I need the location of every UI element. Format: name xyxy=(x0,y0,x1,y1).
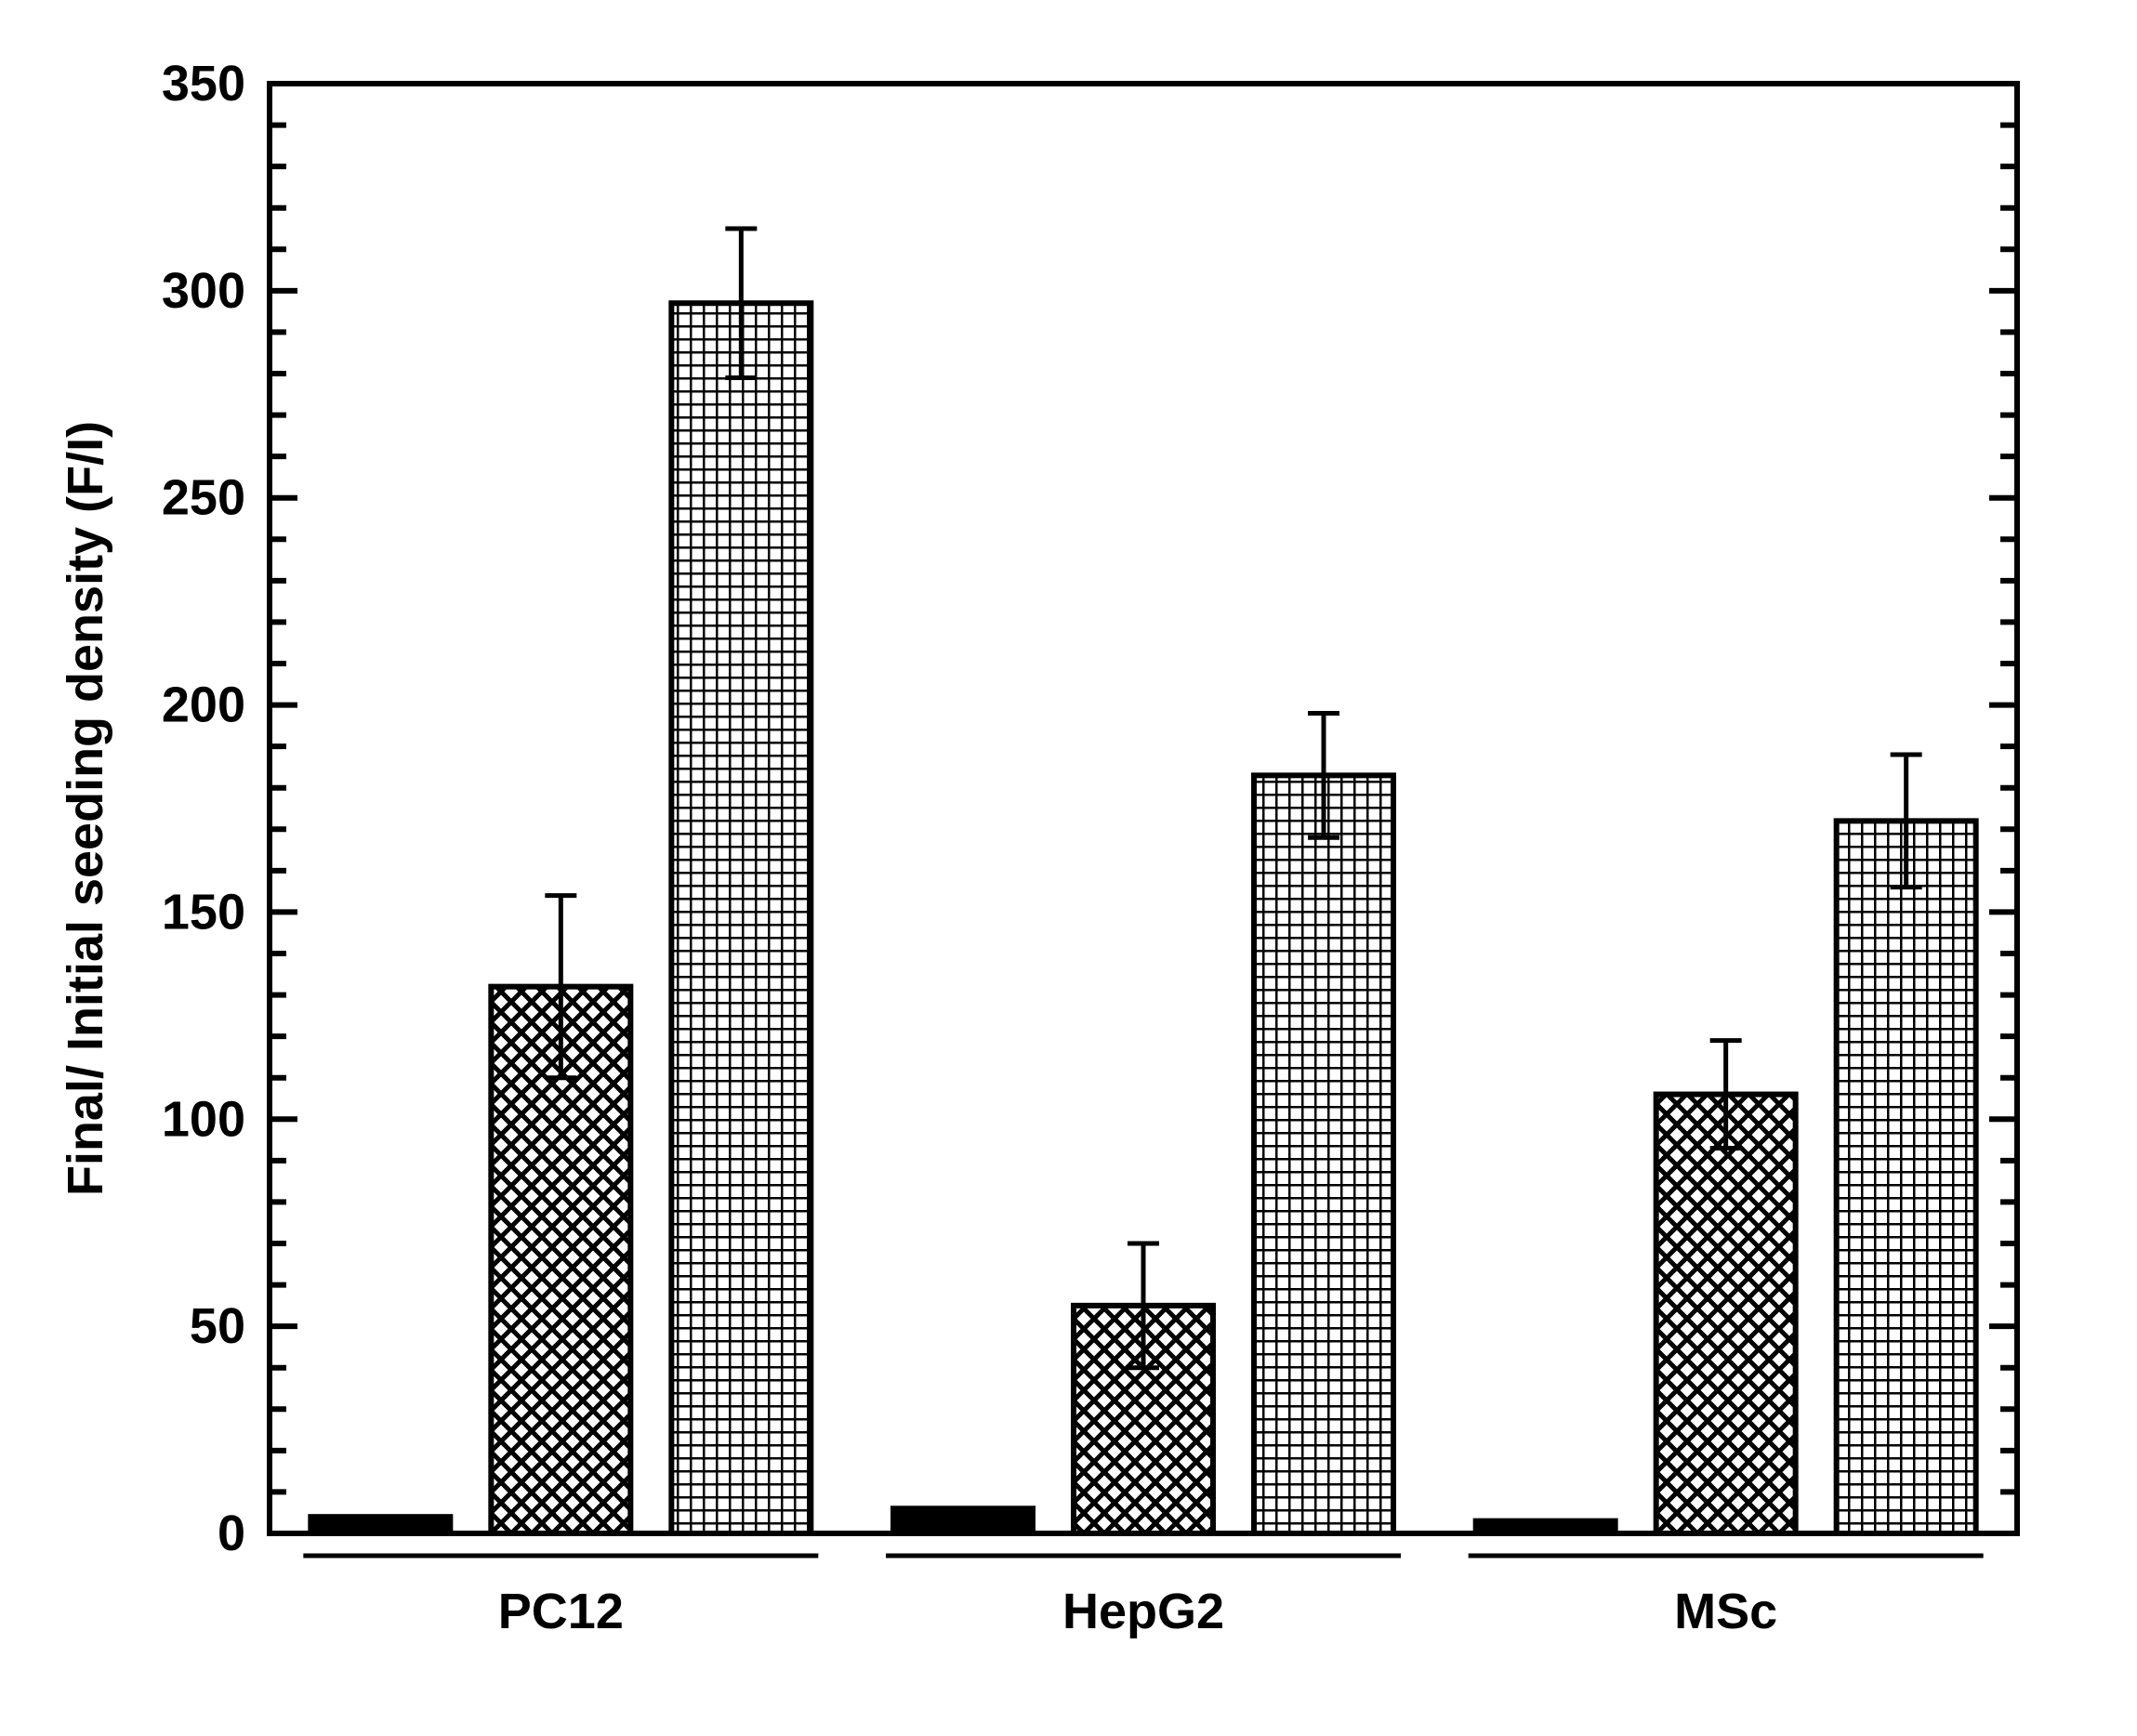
bar xyxy=(1837,821,1976,1533)
y-tick-label: 150 xyxy=(162,884,245,940)
bar xyxy=(310,1517,450,1533)
category-label: HepG2 xyxy=(1062,1584,1224,1639)
bar xyxy=(1476,1521,1616,1533)
y-tick-label: 200 xyxy=(162,677,245,733)
bar xyxy=(1656,1095,1796,1533)
seeding-density-bar-chart: 0 50 100 150 200 250 300 350 Final/ Initial seed… xyxy=(0,0,2137,1736)
category-label: PC12 xyxy=(498,1584,624,1639)
bar xyxy=(893,1508,1033,1533)
y-axis-label: Final/ Initial seeding density (F/I) xyxy=(58,421,113,1196)
y-tick-label: 0 xyxy=(218,1506,245,1561)
chart-background xyxy=(0,0,2137,1736)
bar xyxy=(1254,775,1393,1533)
y-tick-label: 50 xyxy=(190,1298,245,1354)
category-label: MSc xyxy=(1674,1584,1777,1639)
y-tick-label: 350 xyxy=(162,56,245,112)
y-tick-label: 300 xyxy=(162,263,245,319)
y-tick-label: 250 xyxy=(162,470,245,526)
bar xyxy=(671,303,811,1533)
y-tick-label: 100 xyxy=(162,1091,245,1147)
